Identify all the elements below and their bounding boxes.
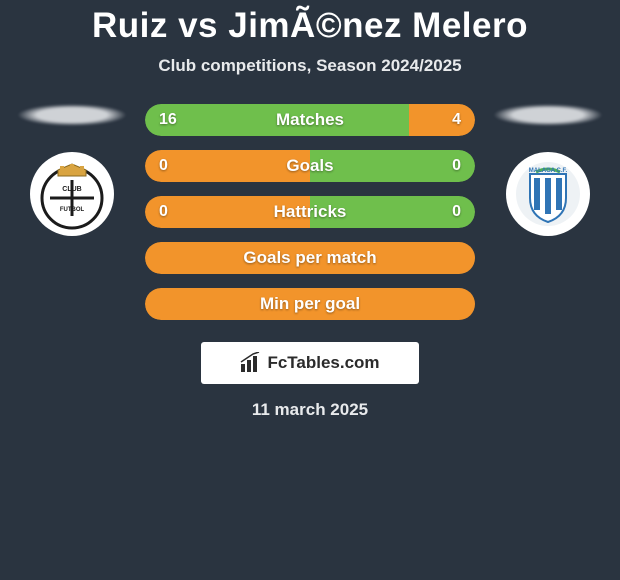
team-crest-right: MALAGA C.F. xyxy=(506,152,590,236)
svg-text:FUTBOL: FUTBOL xyxy=(60,207,85,213)
stat-bar-right-value: 0 xyxy=(452,150,461,182)
svg-text:CLUB: CLUB xyxy=(62,186,81,193)
page-title: Ruiz vs JimÃ©nez Melero xyxy=(0,6,620,46)
stat-bar-label: Hattricks xyxy=(145,202,475,222)
stat-bar-left-value: 0 xyxy=(159,150,168,182)
stats-bars: Matches164Goals00Hattricks00Goals per ma… xyxy=(145,104,475,320)
left-team-column: CLUB FUTBOL xyxy=(17,104,127,236)
date-label: 11 march 2025 xyxy=(252,400,368,420)
stat-bar: Goals0 0 xyxy=(145,150,475,182)
stat-bar: Min per goal xyxy=(145,288,475,320)
right-team-column: MALAGA C.F. xyxy=(493,104,603,236)
stat-bar-right-value: 0 xyxy=(452,196,461,228)
team-crest-left: CLUB FUTBOL xyxy=(30,152,114,236)
burgos-crest-icon: CLUB FUTBOL xyxy=(36,158,108,230)
stat-bar-label: Matches xyxy=(145,110,475,130)
player-shadow-right xyxy=(493,104,603,126)
stat-bar-label: Goals xyxy=(145,156,475,176)
stat-bar-left-value: 16 xyxy=(159,104,177,136)
stat-bar-label: Min per goal xyxy=(145,294,475,314)
page-subtitle: Club competitions, Season 2024/2025 xyxy=(0,56,620,76)
stat-bar: Goals per match xyxy=(145,242,475,274)
stat-bar: Matches16 4 xyxy=(145,104,475,136)
brand-box: FcTables.com xyxy=(201,342,419,384)
svg-text:MALAGA C.F.: MALAGA C.F. xyxy=(529,168,568,174)
stat-bar-label: Goals per match xyxy=(145,248,475,268)
stat-bar-right-value: 4 xyxy=(452,104,461,136)
player-shadow-left xyxy=(17,104,127,126)
stat-bar-left-value: 0 xyxy=(159,196,168,228)
bar-chart-icon xyxy=(240,352,262,374)
stat-bar: Hattricks0 0 xyxy=(145,196,475,228)
brand-label: FcTables.com xyxy=(267,353,379,373)
malaga-crest-icon: MALAGA C.F. xyxy=(512,158,584,230)
